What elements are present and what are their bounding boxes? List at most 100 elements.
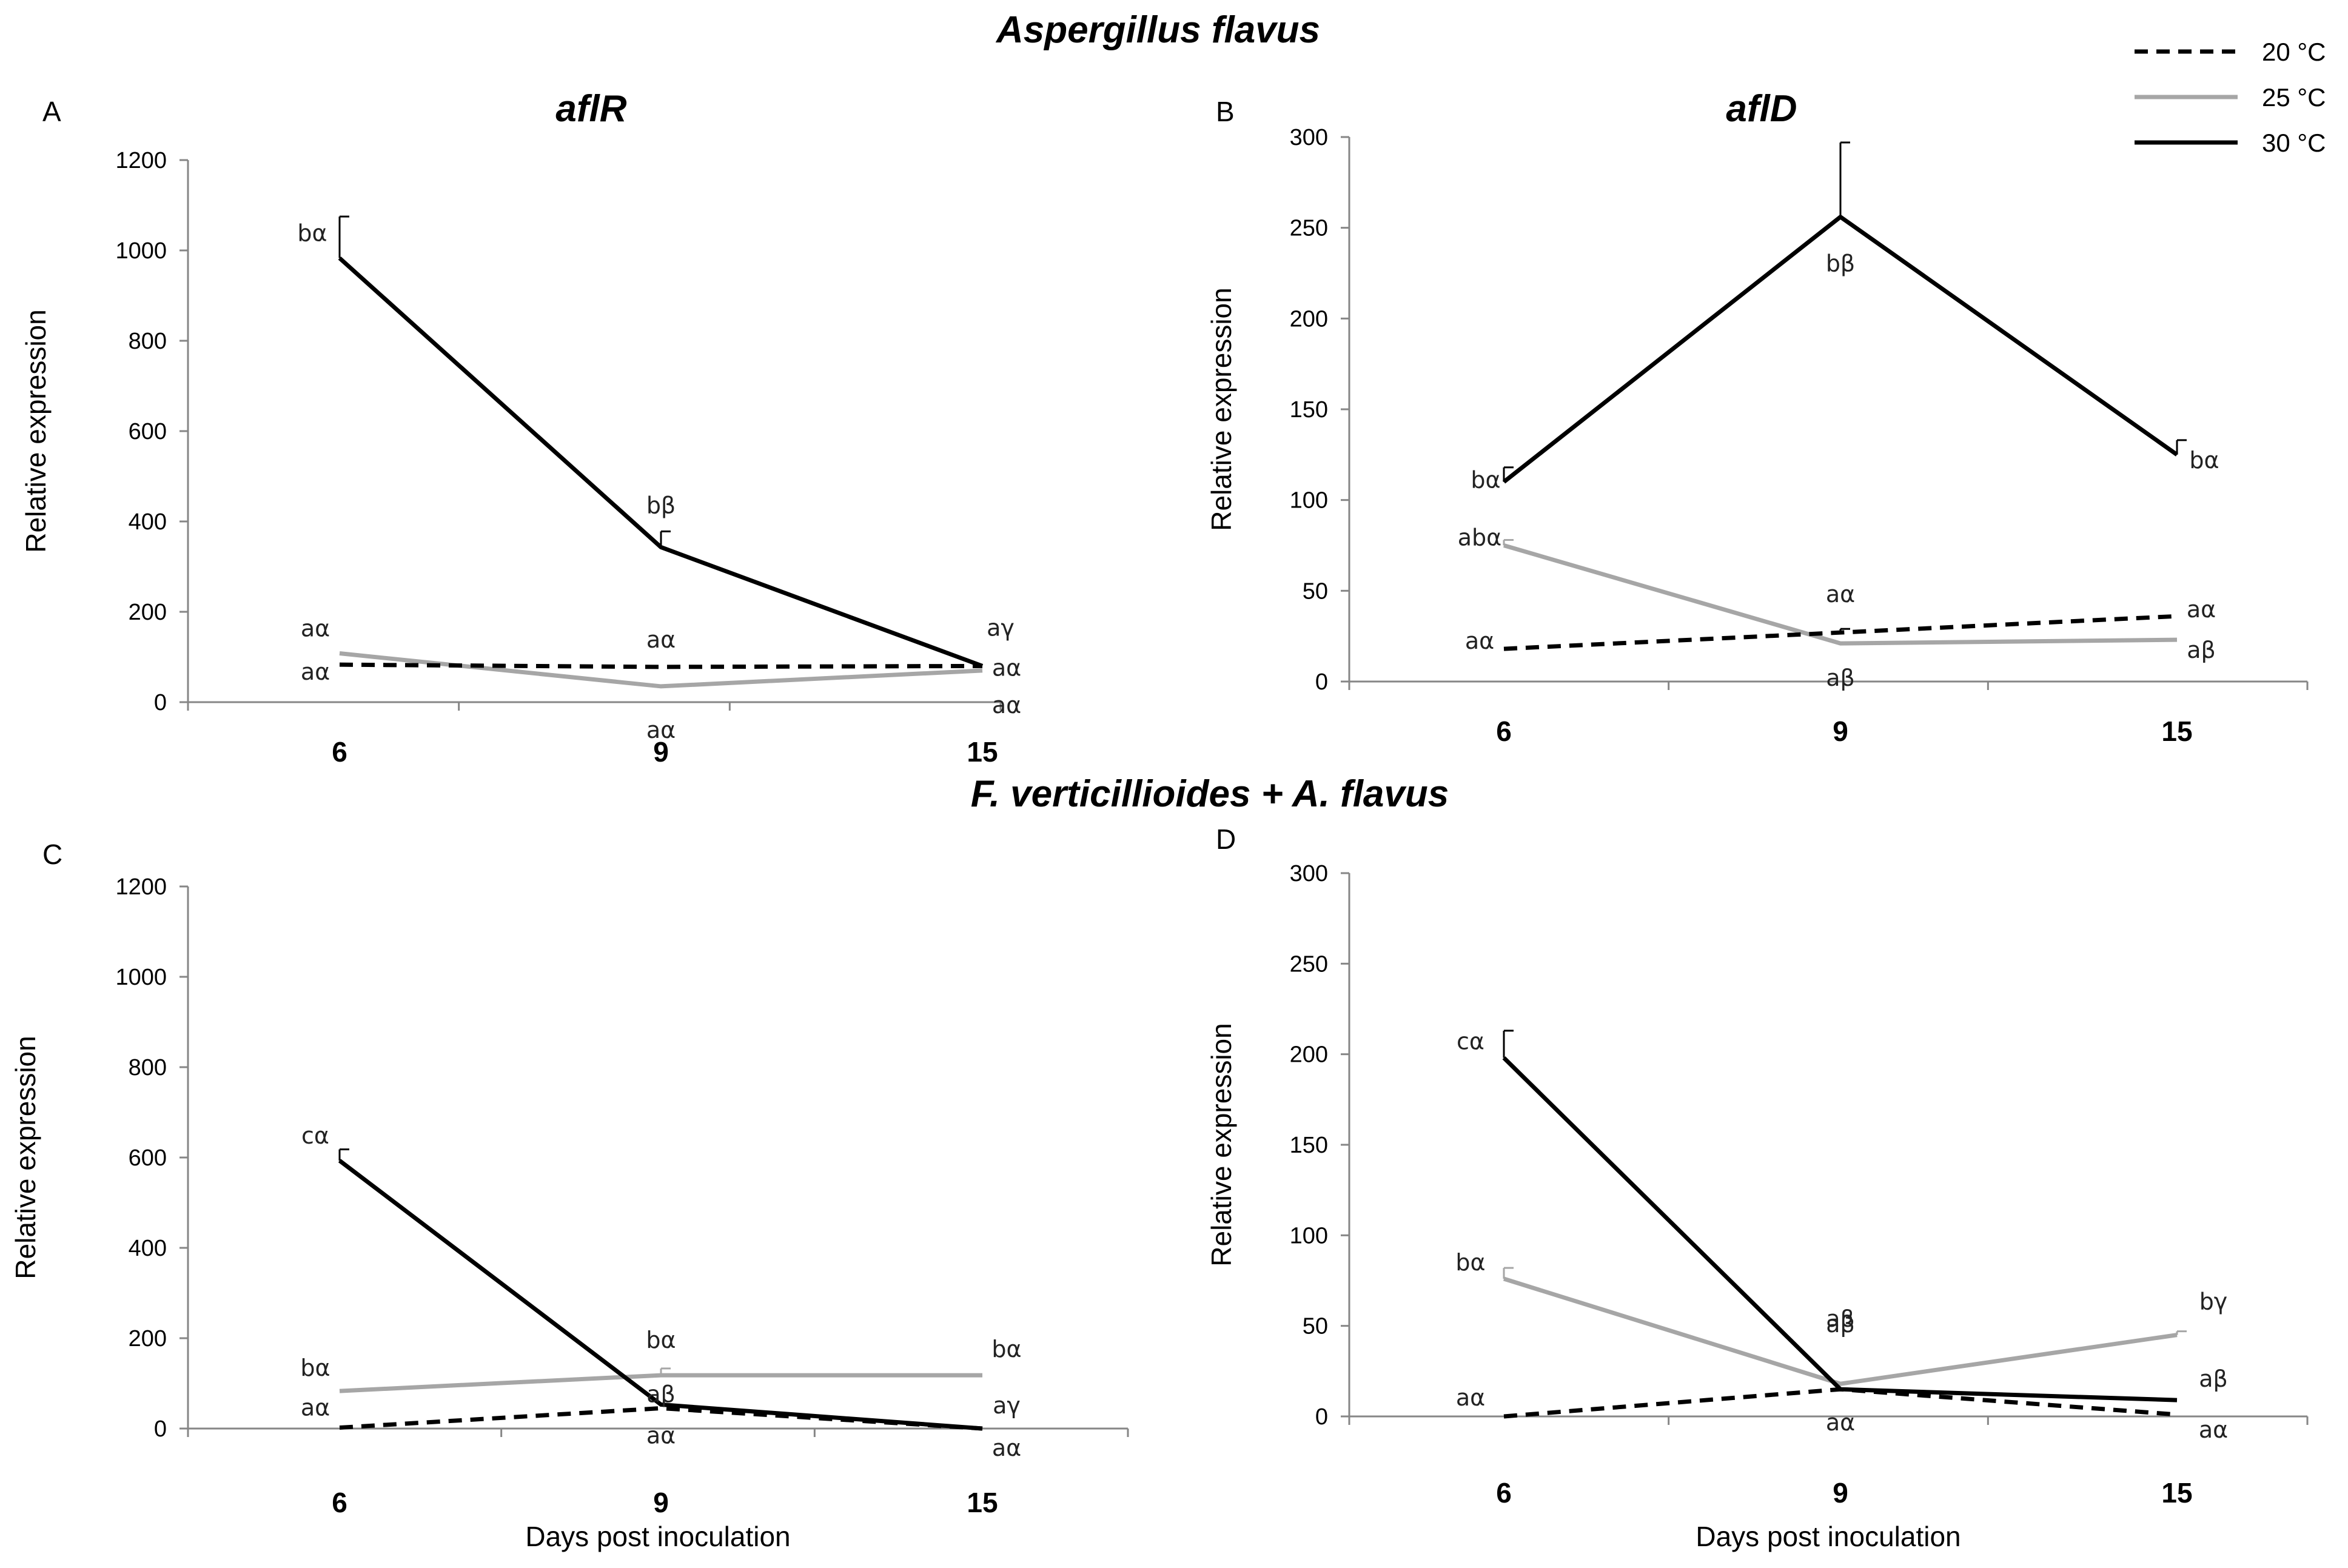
y-tick-label: 150 <box>1290 1133 1328 1158</box>
legend-label: 30 °C <box>2262 129 2326 157</box>
data-label: aα <box>2187 596 2216 623</box>
figure-title-top: Aspergillus flavus <box>995 9 1320 51</box>
y-tick-label: 100 <box>1290 1223 1328 1248</box>
data-label: aα <box>301 1395 330 1421</box>
x-tick-label: 9 <box>1833 1477 1848 1509</box>
data-label: bβ <box>646 492 676 518</box>
data-label: aα <box>646 717 676 743</box>
x-tick-label: 15 <box>2161 715 2192 747</box>
x-tick-label: 15 <box>2161 1477 2192 1509</box>
panel-letter: C <box>42 839 62 870</box>
panel-d: D 0 50 100 150 200 250 300 6 9 15 Relative expressi… <box>1206 823 2309 1552</box>
data-label: aα <box>646 626 676 653</box>
panel-c: C 0 200 400 600 800 1000 1200 6 9 15 Relative expre… <box>10 839 1129 1552</box>
x-axis-label: Days post inoculation <box>1696 1521 1961 1552</box>
x-axis-label: Days post inoculation <box>525 1521 790 1552</box>
panel-letter: D <box>1216 823 1236 855</box>
x-tick-label: 6 <box>332 1487 347 1518</box>
y-axis-label: Relative expression <box>10 1036 41 1279</box>
data-label: aγ <box>993 1392 1021 1419</box>
y-axis-label: Relative expression <box>20 309 52 552</box>
x-tick-label: 6 <box>1496 1477 1512 1509</box>
y-tick-label: 50 <box>1303 578 1328 604</box>
series-line-30c <box>1502 1056 2178 1402</box>
y-axis-label: Relative expression <box>1206 287 1237 531</box>
figure-title-bottom: F. verticillioides + A. flavus <box>971 773 1449 815</box>
data-label: aβ <box>1826 1311 1855 1338</box>
data-label: bβ <box>1826 250 1855 277</box>
data-label: aα <box>992 692 1021 719</box>
data-label: bα <box>1455 1249 1485 1276</box>
y-tick-label: 50 <box>1303 1314 1328 1339</box>
y-axis-label: Relative expression <box>1206 1023 1237 1266</box>
x-tick-label: 9 <box>653 1487 669 1518</box>
y-tick-label: 300 <box>1290 861 1328 886</box>
data-label: bα <box>646 1327 676 1353</box>
panel-title: aflR <box>555 88 626 130</box>
y-tick-label: 200 <box>129 1326 167 1352</box>
data-label: aβ <box>1826 1305 1855 1332</box>
x-tick-label: 9 <box>1833 715 1848 747</box>
data-label: bα <box>300 1355 330 1381</box>
y-tick-label: 800 <box>129 1055 167 1081</box>
data-label: aβ <box>2199 1365 2228 1392</box>
y-tick-label: 400 <box>129 509 167 535</box>
data-label: aβ <box>1826 665 1855 691</box>
data-label: aα <box>1826 1409 1855 1436</box>
y-tick-label: 200 <box>1290 306 1328 332</box>
data-label: aβ <box>646 1381 676 1408</box>
y-tick-label: 200 <box>1290 1042 1328 1068</box>
data-label: cα <box>1457 1028 1484 1055</box>
y-tick-label: 250 <box>1290 216 1328 241</box>
y-tick-label: 1200 <box>115 148 167 173</box>
data-label: aα <box>301 615 330 642</box>
y-tick-label: 600 <box>129 419 167 444</box>
data-label: abα <box>1458 524 1501 551</box>
y-tick-label: 800 <box>129 329 167 354</box>
data-label: aα <box>1465 628 1494 654</box>
data-label: aα <box>992 654 1021 681</box>
panel-letter: B <box>1216 96 1235 127</box>
legend: 20 °C 25 °C 30 °C <box>2135 38 2326 157</box>
data-label: cα <box>301 1122 329 1149</box>
y-tick-label: 600 <box>129 1145 167 1171</box>
data-label: aα <box>2199 1416 2228 1443</box>
data-label: aβ <box>2187 637 2216 663</box>
data-label: aγ <box>987 614 1015 641</box>
y-tick-label: 1000 <box>115 965 167 990</box>
x-tick-label: 9 <box>653 736 669 768</box>
data-label: aα <box>1826 581 1855 608</box>
series-line-30c <box>338 1159 983 1431</box>
x-tick-label: 15 <box>967 736 998 768</box>
y-tick-label: 150 <box>1290 397 1328 423</box>
data-label: bα <box>1471 467 1500 494</box>
data-label: aα <box>992 1435 1021 1461</box>
legend-label: 20 °C <box>2262 38 2326 66</box>
y-tick-label: 1200 <box>115 874 167 900</box>
series-line-25c <box>1503 543 2178 646</box>
x-tick-label: 15 <box>967 1487 998 1518</box>
data-label: aα <box>301 658 330 685</box>
panel-title: aflD <box>1726 88 1797 130</box>
data-label: bγ <box>2199 1288 2228 1315</box>
y-tick-label: 250 <box>1290 951 1328 977</box>
y-tick-label: 0 <box>1315 1404 1328 1430</box>
legend-label: 25 °C <box>2262 83 2326 112</box>
y-tick-label: 400 <box>129 1236 167 1261</box>
y-tick-label: 200 <box>129 600 167 625</box>
y-tick-label: 300 <box>1290 125 1328 150</box>
data-label: bα <box>2189 447 2219 474</box>
x-tick-label: 6 <box>332 736 347 768</box>
data-label: bα <box>991 1336 1021 1362</box>
panel-letter: A <box>42 96 61 127</box>
series-line-25c <box>1503 1276 2178 1386</box>
x-tick-label: 6 <box>1496 715 1512 747</box>
y-tick-label: 0 <box>1315 669 1328 695</box>
y-tick-label: 100 <box>1290 488 1328 514</box>
data-label: aα <box>1456 1384 1485 1411</box>
y-tick-label: 0 <box>154 690 167 715</box>
data-label: bα <box>297 220 327 247</box>
